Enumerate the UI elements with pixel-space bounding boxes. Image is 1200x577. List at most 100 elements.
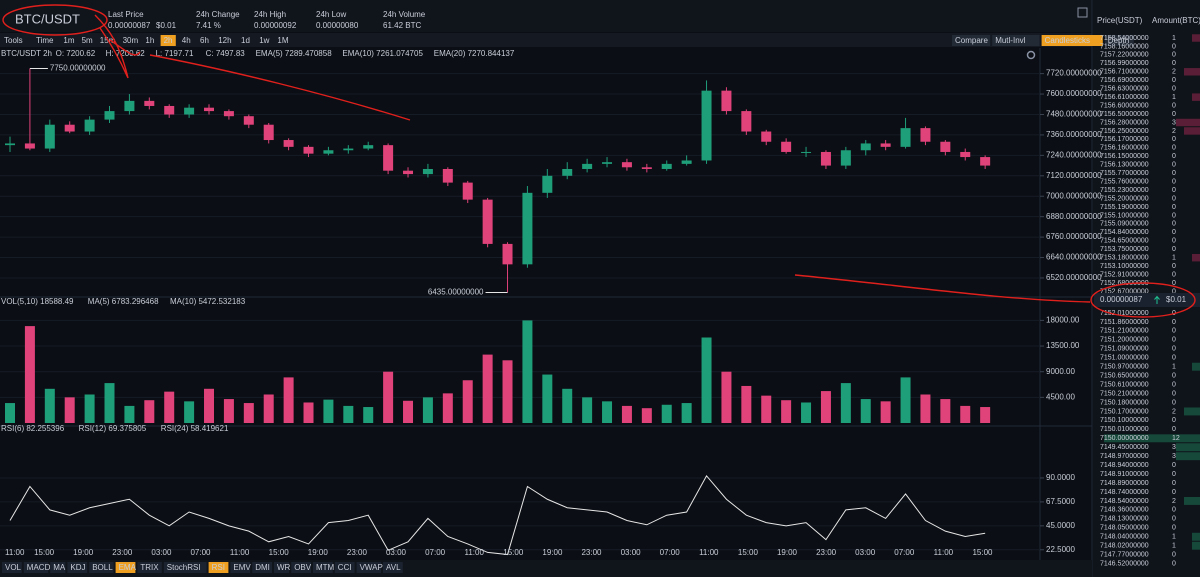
book-price: 7156.61000000 [1100,94,1149,101]
indicator-bg [334,562,355,573]
view-button[interactable]: Compare [955,36,988,45]
view-button[interactable]: Mutl-Invl [995,36,1025,45]
volume-bar [582,397,593,423]
interval-button[interactable]: 12h [218,36,231,45]
interval-button[interactable]: 4h [182,36,191,45]
candle-body [5,143,15,146]
depth-bar [1192,34,1200,42]
candle-body [482,199,493,244]
stat-value: 0.00000080 [316,21,359,30]
candle-body [940,141,951,152]
x-tick-label: 15:00 [738,548,759,557]
view-bg [1041,35,1103,46]
book-price: 7152.01000000 [1100,310,1149,317]
y-tick-label: 18000.00 [1046,316,1080,325]
book-price: 7150.01000000 [1100,426,1149,433]
book-price: 7156.50000000 [1100,111,1149,118]
indicator-button[interactable]: MA [53,563,66,572]
indicator-button[interactable]: DMI [255,563,270,572]
view-button[interactable]: Candlesticks [1045,36,1090,45]
interval-button[interactable]: 1w [259,36,269,45]
book-amount: 0 [1172,229,1176,236]
x-tick-label: 19:00 [777,548,798,557]
x-tick-label: 07:00 [894,548,915,557]
book-amount: 0 [1172,337,1176,344]
candle-body [64,124,75,132]
x-tick-label: 11:00 [934,548,954,557]
book-price: 7155.77000000 [1100,170,1149,177]
interval-button[interactable]: Tools [4,36,23,45]
candle-body [562,168,573,176]
indicator-button[interactable]: KDJ [70,563,85,572]
view-button[interactable]: Depth [1108,36,1129,45]
mid-bg [1094,293,1200,307]
indicator-bg [230,562,251,573]
book-price: 7146.52000000 [1100,560,1149,567]
book-amount: 0 [1172,551,1176,558]
book-amount: 0 [1172,288,1176,295]
interval-button[interactable]: 1h [145,36,154,45]
book-amount: 0 [1172,204,1176,211]
candle-body [84,119,95,132]
interval-button[interactable]: 1M [277,36,288,45]
indicator-button[interactable]: VOL [5,563,22,572]
indicator-button[interactable]: EMV [233,563,251,572]
book-price: 7158.16000000 [1100,43,1149,50]
interval-button[interactable]: 5m [82,36,93,45]
annotation-circle [1090,282,1196,318]
legend-item: O: 7200.62 [56,49,96,58]
gear[interactable] [1026,50,1036,60]
book-amount: 0 [1172,170,1176,177]
book-amount: 0 [1172,426,1176,433]
indicator-button[interactable]: TRIX [140,563,159,572]
window-icon[interactable] [1077,7,1088,18]
book-amount: 0 [1172,346,1176,353]
indicator-button[interactable]: AVL [386,563,401,572]
indicator-button[interactable]: BOLL [92,563,113,572]
interval-button[interactable]: 6h [200,36,209,45]
mid-price: 0.00000087 [1100,295,1143,304]
volume-bar [721,371,732,423]
indicator-button[interactable]: EMA [119,563,137,572]
interval-button[interactable]: 1d [241,36,250,45]
interval-button[interactable]: 1m [63,36,74,45]
indicator-button[interactable]: OBV [294,563,312,572]
interval-button[interactable]: 30m [123,36,139,45]
book-price: 7148.89000000 [1100,480,1149,487]
candle-body [721,90,732,112]
indicator-button[interactable]: CCI [338,563,352,572]
x-tick-label: 03:00 [151,548,172,557]
book-price: 7155.20000000 [1100,195,1149,202]
interval-button[interactable]: 2h [164,36,173,45]
indicator-button[interactable]: MACD [27,563,51,572]
indicator-button[interactable]: VWAP [360,563,383,572]
legend-item: MA(10) 5472.532183 [170,297,246,306]
y-tick-label: 9000.00 [1046,367,1075,376]
y-tick-label: 7600.00000000 [1046,89,1102,98]
book-amount: 0 [1172,195,1176,202]
book-amount: 1 [1172,534,1176,541]
volume-bar [840,383,851,423]
candle-body [542,175,553,193]
book-amount: 0 [1172,462,1176,469]
legend-item: C: 7497.83 [206,49,246,58]
volume-bar [641,408,652,423]
settings-icon[interactable] [1026,50,1036,60]
volume-bar [204,388,215,423]
interval-button[interactable]: Time [36,36,54,45]
indicator-button[interactable]: WR [277,563,291,572]
book-price: 7150.18000000 [1100,399,1149,406]
depth-bar [1192,532,1200,541]
legend-item: VOL(5,10) 18588.49 [1,297,74,306]
book-amount: 0 [1172,102,1176,109]
book-price: 7156.28000000 [1100,119,1149,126]
indicator-button[interactable]: MTM [316,563,335,572]
indicator-button[interactable]: StochRSI [167,563,201,572]
volume-bar [920,394,931,423]
indicator-button[interactable]: RSI [212,563,225,572]
book-amount: 2 [1172,128,1176,135]
legend-item: L: 7197.71 [156,49,194,58]
book-price: 7151.21000000 [1100,328,1149,335]
